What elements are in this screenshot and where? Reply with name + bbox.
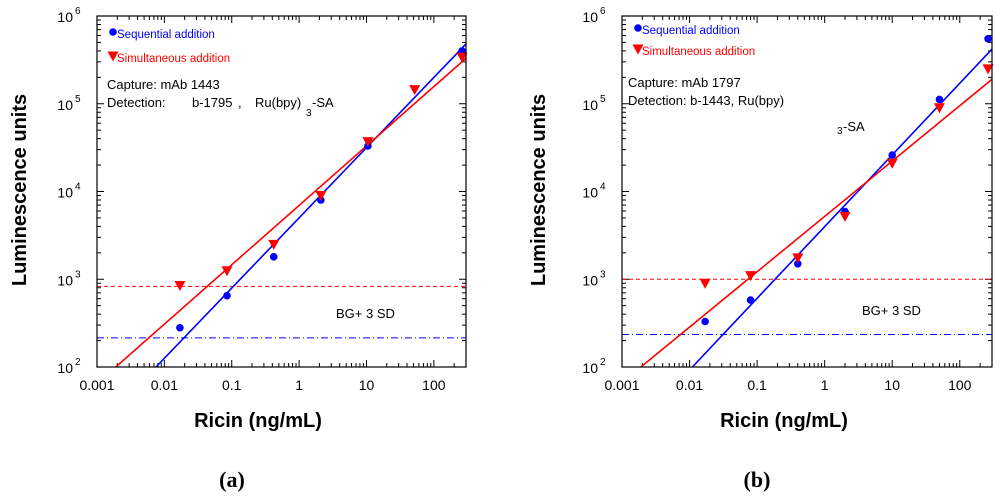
- panel-b-bg-label: BG+ 3 SD: [862, 303, 921, 318]
- panel-a-x-tick-label: 1: [295, 377, 303, 393]
- panel-a-y-tick-exponent: 5: [75, 94, 81, 105]
- panel-b-y-tick-label: 10: [582, 360, 598, 376]
- panel-a-y-tick-label: 10: [57, 185, 73, 201]
- panel-b-xlabel: Ricin (ng/mL): [720, 410, 848, 432]
- panel-a-point-simultaneous: [409, 85, 421, 96]
- panel-b-x-tick-label: 100: [948, 377, 972, 393]
- panel-a: Luminescence units Ricin (ng/mL) (a) Seq…: [9, 29, 395, 492]
- panel-b-capture-note: Capture: mAb 1797: [628, 75, 741, 90]
- panel-a-caption: (a): [219, 467, 245, 492]
- panel-b-point-simultaneous: [933, 103, 945, 114]
- panel-a-y-tick-exponent: 4: [75, 182, 81, 193]
- panel-b: Luminescence units Ricin (ng/mL) (b) Seq…: [528, 25, 921, 492]
- panel-b-detection-prefix: Detection: b-1443, Ru(bpy): [628, 93, 784, 108]
- panel-a-point-simultaneous: [362, 137, 374, 148]
- panel-b-y-tick-label: 10: [582, 97, 598, 113]
- panel-a-y-tick-label: 10: [57, 360, 73, 376]
- panel-b-point-sequential: [984, 34, 992, 43]
- panel-a-point-sequential: [176, 323, 184, 332]
- panel-a-y-tick-exponent: 2: [75, 357, 81, 368]
- panel-b-y-tick-label: 10: [582, 272, 598, 288]
- panel-a-fit-line-sequential: [155, 43, 466, 367]
- panel-b-y-tick-label: 10: [582, 9, 598, 25]
- panel-a-point-sequential: [223, 291, 231, 300]
- panel-a-y-tick-label: 10: [57, 272, 73, 288]
- panel-b-frame: [621, 15, 993, 368]
- panel-b-legend-marker-sequential: [634, 24, 642, 32]
- panel-b-x-tick-label: 0.01: [676, 377, 703, 393]
- panel-a-point-simultaneous: [456, 52, 468, 63]
- panel-b-legend-marker-simultaneous: [632, 44, 644, 55]
- panel-a-y-tick-label: 10: [57, 9, 73, 25]
- panel-b-detection-subscript: 3: [837, 126, 843, 137]
- panel-a-point-simultaneous: [268, 239, 280, 250]
- panel-a-y-tick-label: 10: [57, 97, 73, 113]
- panel-b-ylabel: Luminescence units: [528, 94, 550, 286]
- panel-a-detection-subscript: 3: [306, 108, 312, 119]
- panel-a-detection-prefix: Detection:: [107, 95, 166, 110]
- panel-a-xlabel: Ricin (ng/mL): [194, 410, 322, 432]
- panel-b-x-tick-label: 10: [884, 377, 900, 393]
- panel-b-point-simultaneous: [886, 158, 898, 169]
- panel-a-bg-label: BG+ 3 SD: [336, 306, 395, 321]
- panel-b-point-simultaneous: [839, 211, 851, 222]
- panel-b-point-simultaneous: [745, 271, 757, 282]
- panel-a-point-sequential: [269, 253, 278, 261]
- panel-b-point-sequential: [935, 95, 944, 104]
- panel-a-x-tick-label: 10: [359, 377, 375, 393]
- panel-a-x-tick-label: 100: [422, 377, 446, 393]
- panel-b-point-sequential: [793, 259, 802, 268]
- panel-a-frame: [96, 15, 467, 368]
- panel-b-y-tick-exponent: 3: [600, 269, 606, 280]
- panel-a-fit-line-simultaneous: [115, 57, 466, 367]
- panel-a-x-tick-label: 0.1: [222, 377, 242, 393]
- panel-a-x-tick-label: 0.01: [151, 377, 178, 393]
- panel-b-point-simultaneous: [982, 64, 994, 75]
- panel-a-detection-suffix: -SA: [312, 95, 334, 110]
- panel-b-detection-suffix: -SA: [843, 119, 865, 134]
- panel-b-x-tick-label: 0.001: [604, 377, 639, 393]
- panel-b-x-tick-label: 1: [821, 377, 829, 393]
- panel-a-detection-separator: ,: [238, 95, 242, 110]
- panel-b-caption: (b): [744, 467, 771, 492]
- panel-b-point-sequential: [888, 151, 897, 159]
- panel-a-legend-marker-simultaneous: [107, 51, 119, 62]
- panel-a-detection-reagent: Ru(bpy): [255, 95, 301, 110]
- panel-b-point-simultaneous: [792, 253, 804, 264]
- panel-a-legend-marker-sequential: [109, 28, 117, 36]
- panel-a-legend-simultaneous-label: Simultaneous addition: [117, 53, 230, 65]
- panel-b-y-tick-exponent: 4: [600, 182, 606, 193]
- panel-b-legend-sequential-label: Sequential addition: [642, 25, 740, 37]
- panel-a-capture-note: Capture: mAb 1443: [107, 77, 220, 92]
- panel-b-point-sequential: [701, 317, 709, 326]
- panel-a-legend-sequential-label: Sequential addition: [117, 29, 215, 41]
- panel-a-y-tick-exponent: 3: [75, 269, 81, 280]
- panel-b-y-tick-exponent: 5: [600, 94, 606, 105]
- panel-a-ylabel: Luminescence units: [9, 94, 31, 286]
- panel-b-legend-simultaneous-label: Simultaneous addition: [642, 46, 755, 58]
- panel-a-point-simultaneous: [221, 266, 233, 277]
- panel-b-y-tick-label: 10: [582, 185, 598, 201]
- panel-b-fit-line-simultaneous: [640, 78, 992, 367]
- panel-b-point-simultaneous: [699, 278, 711, 289]
- panel-b-point-sequential: [746, 296, 755, 304]
- panel-a-point-simultaneous: [174, 280, 186, 291]
- panel-a-x-tick-label: 0.001: [79, 377, 114, 393]
- panel-a-detection-antibody: b-1795: [192, 95, 232, 110]
- panel-a-point-simultaneous: [315, 191, 327, 202]
- panel-b-y-tick-exponent: 6: [600, 6, 606, 17]
- panel-a-y-tick-exponent: 6: [75, 6, 81, 17]
- panel-b-x-tick-label: 0.1: [747, 377, 767, 393]
- panel-b-y-tick-exponent: 2: [600, 357, 606, 368]
